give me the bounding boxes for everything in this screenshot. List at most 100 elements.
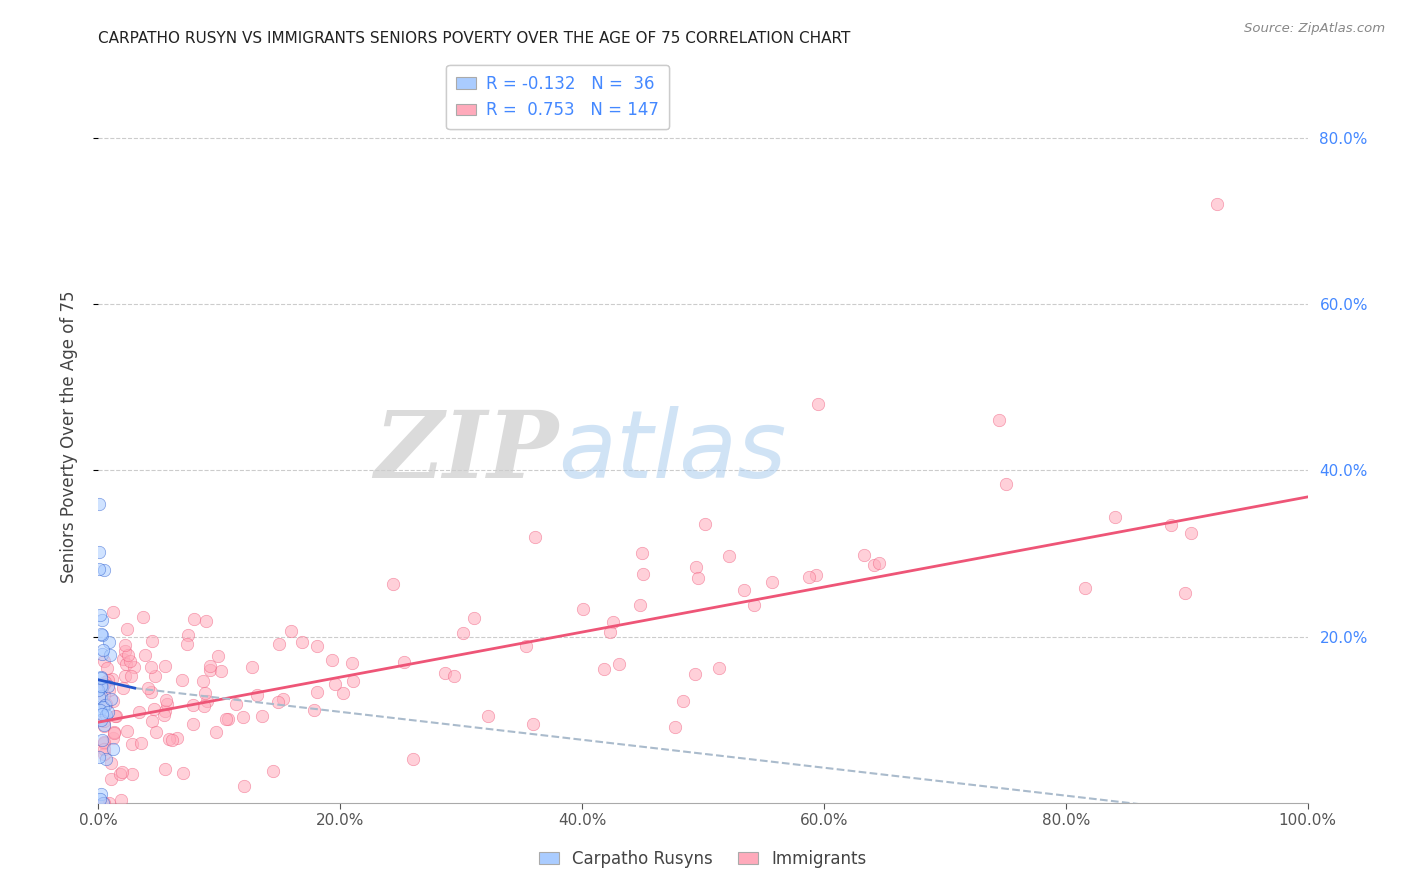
Point [572,602,595,616]
Point [134,648,156,663]
Point [93,654,115,668]
Point [172,765,194,780]
Point [100,756,122,770]
Point [97,673,120,688]
Point [181,717,204,731]
Point [194,686,217,700]
Point [117,648,139,662]
Point [103,731,125,745]
Point [664,720,686,734]
Point [160,732,183,747]
Point [1074,582,1097,596]
Point [122,660,145,674]
Point [121,767,143,781]
Point [115,723,138,738]
Point [114,657,136,671]
Point [89,750,111,764]
Point [90,788,112,802]
Point [250,708,273,723]
Point [136,681,159,695]
Point [176,636,198,650]
Point [93,719,115,733]
Point [87,497,110,511]
Point [120,654,142,668]
Point [89,703,111,717]
Point [93,796,115,810]
Point [683,666,706,681]
Point [853,548,876,562]
Point [191,674,214,689]
Point [91,680,114,694]
Point [522,717,544,731]
Point [156,697,179,711]
Point [87,683,110,698]
Point [170,673,193,687]
Point [599,625,621,640]
Point [1160,517,1182,532]
Point [685,559,707,574]
Text: CARPATHO RUSYN VS IMMIGRANTS SENIORS POVERTY OVER THE AGE OF 75 CORRELATION CHAR: CARPATHO RUSYN VS IMMIGRANTS SENIORS POV… [98,31,851,46]
Point [90,671,112,685]
Point [267,695,290,709]
Point [131,610,153,624]
Point [515,640,537,654]
Point [193,698,215,713]
Point [104,709,127,723]
Point [93,718,115,732]
Point [139,685,162,699]
Point [101,672,124,686]
Point [233,779,256,793]
Point [101,605,124,619]
Point [91,648,114,662]
Point [94,674,117,689]
Point [93,735,115,749]
Point [609,657,631,671]
Point [194,614,217,628]
Point [120,669,142,683]
Point [988,413,1011,427]
Point [93,742,115,756]
Point [717,549,740,564]
Point [94,708,117,723]
Point [602,615,624,630]
Point [145,724,167,739]
Point [90,713,112,727]
Point [273,691,295,706]
Point [91,699,114,714]
Point [89,544,111,558]
Point [1180,525,1202,540]
Point [1206,197,1229,211]
Point [198,659,221,673]
Point [93,689,115,703]
Point [321,653,343,667]
Point [98,682,121,697]
Point [267,637,290,651]
Point [97,634,120,648]
Point [121,737,143,751]
Point [114,644,136,658]
Point [93,736,115,750]
Point [198,663,221,677]
Point [402,752,425,766]
Point [87,690,110,704]
Point [153,659,176,673]
Y-axis label: Seniors Poverty Over the Age of 75: Seniors Poverty Over the Age of 75 [59,291,77,583]
Point [183,612,205,626]
Point [323,677,346,691]
Point [103,724,125,739]
Point [733,582,755,597]
Point [89,670,111,684]
Point [128,705,150,719]
Point [215,712,238,726]
Point [97,679,120,693]
Point [631,566,654,581]
Point [112,652,135,666]
Text: atlas: atlas [558,406,786,497]
Point [155,693,177,707]
Point [207,649,229,664]
Point [153,762,176,776]
Point [114,668,136,682]
Point [799,570,821,584]
Point [434,666,457,681]
Point [453,626,475,640]
